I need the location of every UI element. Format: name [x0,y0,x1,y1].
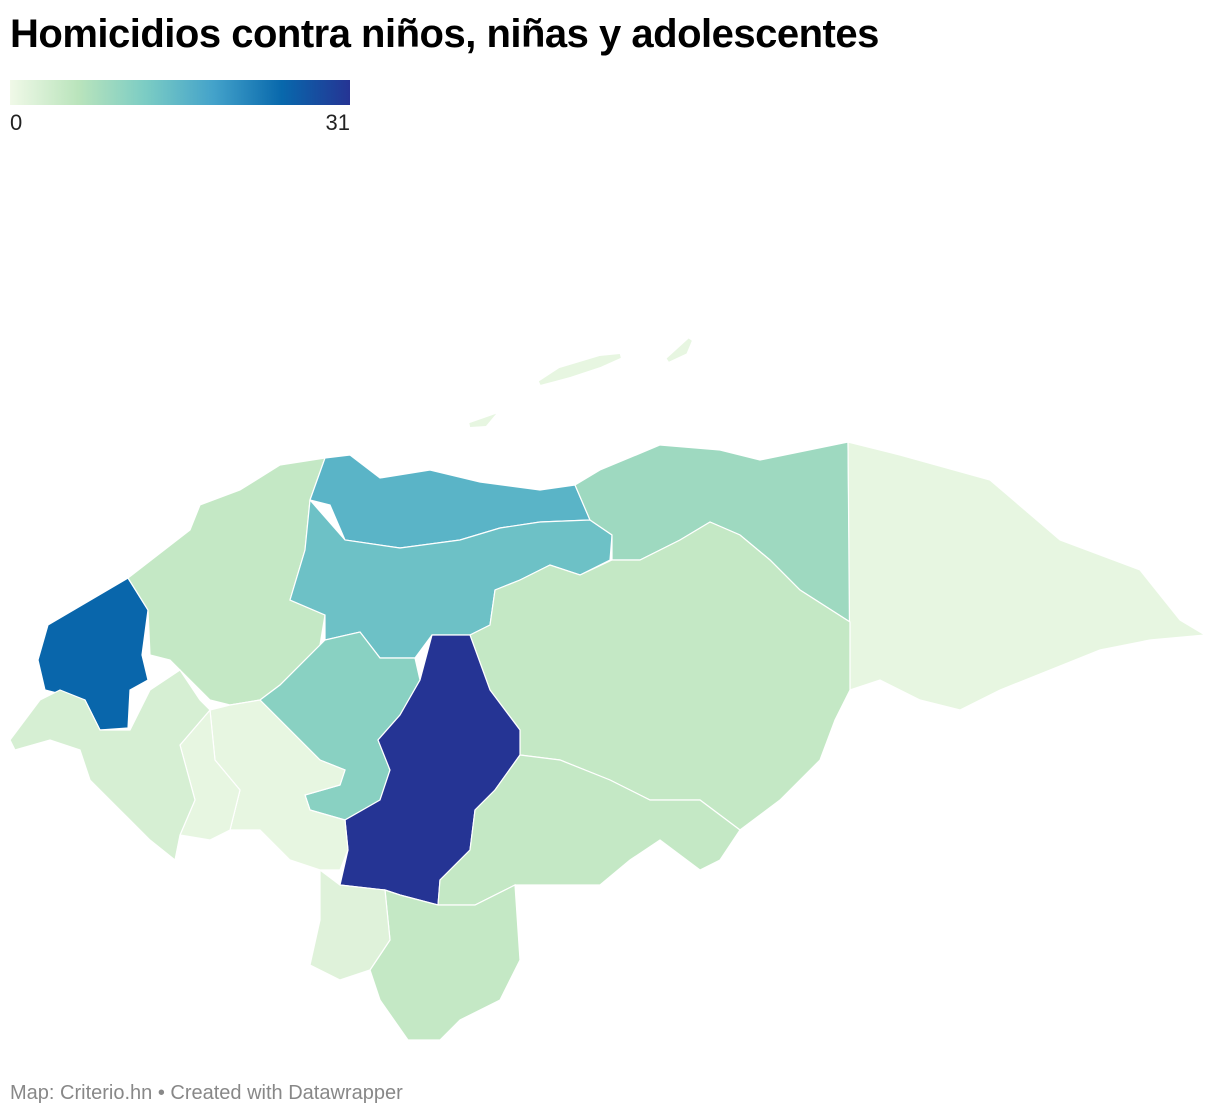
legend-max: 31 [326,110,350,135]
region[interactable] [469,338,692,427]
region[interactable] [437,754,741,906]
footer: Map: Criterio.hn • Created with Datawrap… [10,1082,403,1104]
legend-min: 0 [10,110,22,135]
map: 0 31 [9,80,1207,1041]
region[interactable] [9,669,211,862]
region[interactable] [309,868,391,981]
title: Homicidios contra niños, niñas y adolesc… [10,12,879,56]
legend-bar [10,80,350,105]
region[interactable] [369,884,521,1041]
region[interactable] [847,441,1207,711]
